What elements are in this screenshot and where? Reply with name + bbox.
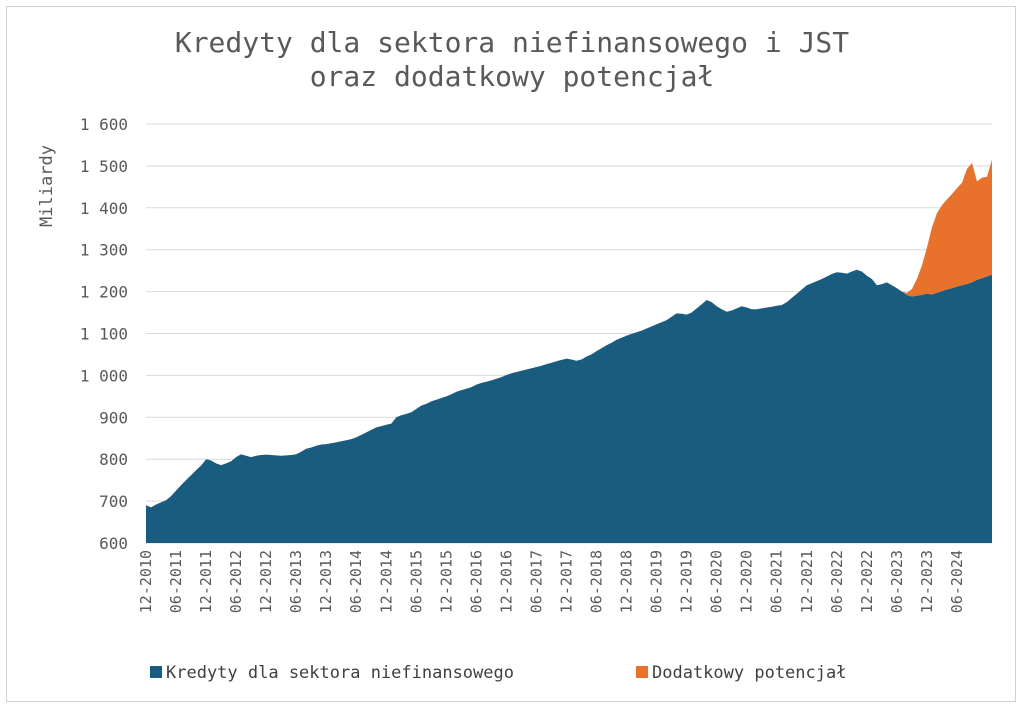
y-tick-label: 700 (99, 492, 128, 511)
legend-swatch-potencjal (636, 666, 648, 678)
y-tick-label: 1 600 (80, 115, 128, 134)
x-tick-label: 12-2023 (918, 550, 936, 613)
legend: Kredyty dla sektora niefinansowego Dodat… (150, 663, 846, 683)
x-tick-label: 12-2011 (197, 550, 215, 613)
y-tick-label: 1 400 (80, 199, 128, 218)
plot-areas (146, 159, 992, 543)
y-tick-label: 1 300 (80, 241, 128, 260)
y-axis-label: Miliardy (37, 145, 57, 227)
x-tick-label: 12-2012 (257, 550, 275, 613)
x-tick-label: 06-2013 (287, 550, 305, 613)
x-tick-label: 12-2020 (738, 550, 756, 613)
x-tick-label: 12-2018 (618, 550, 636, 613)
legend-label-potencjal: Dodatkowy potencjał (652, 663, 846, 683)
chart-title-line2: oraz dodatkowy potencjał (310, 60, 715, 93)
x-tick-label: 06-2021 (768, 550, 786, 613)
x-tick-label: 06-2016 (467, 550, 485, 613)
y-tick-label: 1 000 (80, 366, 128, 385)
x-tick-label: 12-2017 (558, 550, 576, 613)
x-tick-label: 06-2012 (227, 550, 245, 613)
y-tick-label: 800 (99, 450, 128, 469)
y-tick-label: 600 (99, 534, 128, 553)
x-tick-labels: 12-2010 06-2011 12-2011 06-2012 12-2012 06-20… (137, 550, 966, 613)
x-tick-label: 12-2015 (437, 550, 455, 613)
x-tick-label: 06-2023 (888, 550, 906, 613)
y-tick-labels: 600 700 800 900 1 000 1 100 1 200 1 300 1 400 1 5… (80, 115, 128, 553)
x-tick-label: 12-2013 (317, 550, 335, 613)
x-tick-label: 12-2022 (858, 550, 876, 613)
x-tick-label: 12-2019 (678, 550, 696, 613)
x-tick-label: 12-2014 (377, 550, 395, 613)
y-tick-label: 1 200 (80, 283, 128, 302)
y-tick-label: 900 (99, 408, 128, 427)
chart-title-line1: Kredyty dla sektora niefinansowego i JST (175, 26, 849, 59)
series-area-kredyty (146, 269, 992, 543)
x-tick-label: 06-2015 (407, 550, 425, 613)
x-tick-label: 12-2021 (798, 550, 816, 613)
legend-swatch-kredyty (150, 666, 162, 678)
x-tick-label: 06-2017 (528, 550, 546, 613)
x-tick-label: 06-2011 (167, 550, 185, 613)
x-tick-label: 06-2020 (708, 550, 726, 613)
y-tick-label: 1 100 (80, 325, 128, 344)
x-tick-label: 06-2014 (347, 550, 365, 613)
x-tick-label: 06-2018 (588, 550, 606, 613)
x-tick-label: 06-2019 (648, 550, 666, 613)
x-tick-label: 06-2024 (948, 550, 966, 613)
x-tick-label: 12-2010 (137, 550, 155, 613)
x-tick-label: 12-2016 (497, 550, 515, 613)
y-tick-label: 1 500 (80, 157, 128, 176)
x-tick-label: 06-2022 (828, 550, 846, 613)
legend-label-kredyty: Kredyty dla sektora niefinansowego (166, 663, 514, 683)
